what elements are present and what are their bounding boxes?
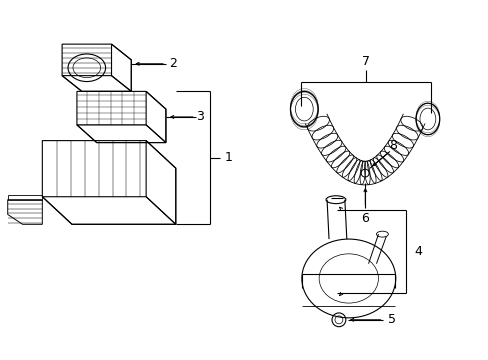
Text: 6: 6 (361, 212, 368, 225)
Text: 7: 7 (361, 55, 369, 68)
Text: 2: 2 (168, 57, 176, 70)
Text: 5: 5 (387, 313, 395, 326)
Text: 8: 8 (388, 139, 396, 152)
Text: 3: 3 (196, 111, 204, 123)
Text: 1: 1 (224, 151, 232, 165)
Text: 4: 4 (413, 245, 421, 258)
